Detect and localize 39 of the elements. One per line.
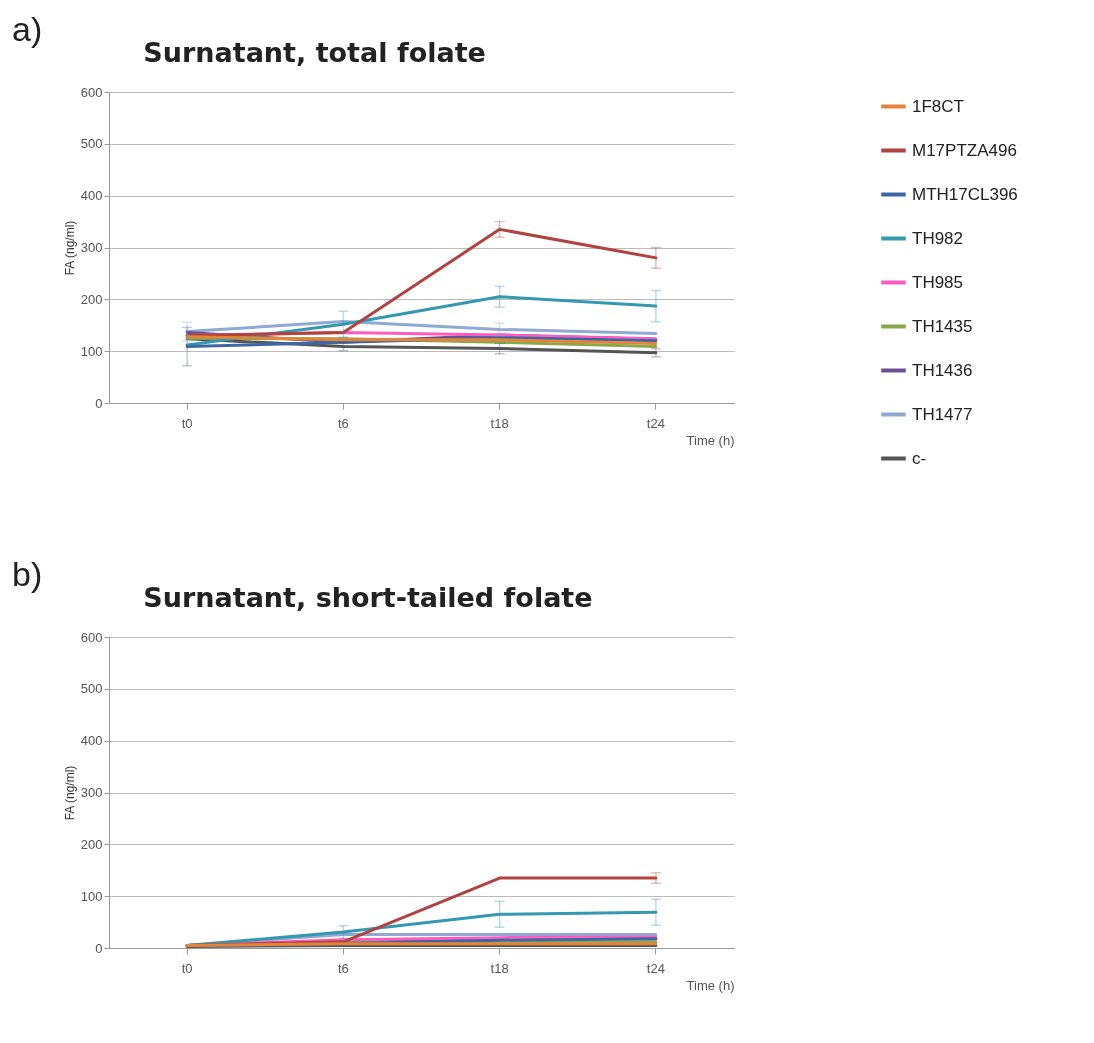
legend-label: TH1435 bbox=[912, 316, 973, 336]
text: b) bbox=[12, 555, 43, 594]
y-tick-label: 600 bbox=[80, 629, 103, 645]
x-tick-label: t18 bbox=[490, 415, 509, 431]
legend-label: M17PTZA496 bbox=[912, 140, 1017, 160]
x-tick-label: t0 bbox=[181, 415, 193, 431]
y-tick-label: 500 bbox=[80, 136, 103, 152]
y-tick-label: 100 bbox=[80, 343, 103, 359]
x-tick-label: t6 bbox=[337, 415, 349, 431]
x-tick-label: t24 bbox=[646, 960, 665, 976]
y-tick-label: 300 bbox=[80, 785, 103, 800]
x-tick-label: t18 bbox=[490, 960, 509, 976]
legend-label: c- bbox=[912, 448, 927, 468]
y-tick-label: 200 bbox=[80, 836, 103, 852]
x-axis-title: Time (h) bbox=[686, 432, 735, 448]
y-tick-label: 200 bbox=[80, 291, 103, 307]
x-tick-label: t24 bbox=[646, 415, 665, 431]
text: a) bbox=[12, 10, 43, 49]
y-axis-title: FA (ng/ml) bbox=[62, 220, 77, 276]
legend-label: TH982 bbox=[912, 228, 964, 248]
x-axis-title: Time (h) bbox=[686, 977, 735, 993]
legend-label: 1F8CT bbox=[912, 96, 964, 116]
legend-label: TH1477 bbox=[912, 404, 973, 424]
y-axis-title: FA (ng/ml) bbox=[62, 765, 77, 821]
y-tick-label: 600 bbox=[80, 84, 103, 100]
y-tick-label: 300 bbox=[80, 240, 103, 255]
legend-label: TH1436 bbox=[912, 360, 973, 380]
y-tick-label: 0 bbox=[95, 940, 103, 956]
y-tick-label: 400 bbox=[80, 188, 103, 204]
y-tick-label: 500 bbox=[80, 681, 103, 697]
x-tick-label: t0 bbox=[181, 960, 193, 976]
legend-label: MTH17CL396 bbox=[912, 184, 1018, 204]
chart-title: Surnatant, short-tailed folate bbox=[143, 582, 593, 613]
y-tick-label: 0 bbox=[95, 395, 103, 411]
y-tick-label: 400 bbox=[80, 733, 103, 749]
chart-title: Surnatant, total folate bbox=[143, 37, 486, 68]
x-tick-label: t6 bbox=[337, 960, 349, 976]
legend-label: TH985 bbox=[912, 272, 964, 292]
y-tick-label: 100 bbox=[80, 888, 103, 904]
